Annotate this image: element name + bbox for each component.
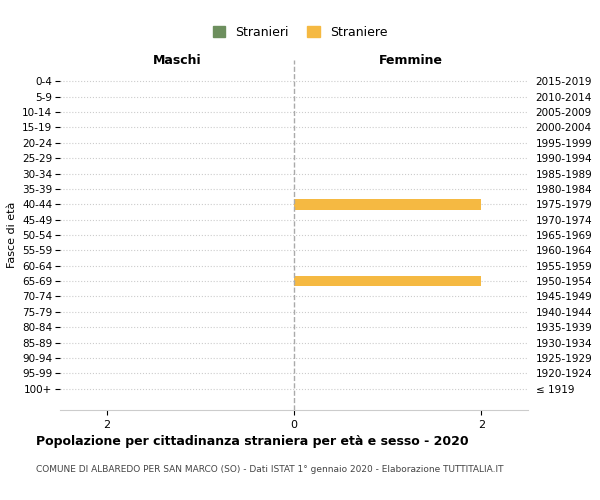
Bar (294, 199, 481, 209)
Y-axis label: Anni di nascita: Anni di nascita (598, 194, 600, 276)
Text: Maschi: Maschi (152, 54, 202, 66)
Text: Popolazione per cittadinanza straniera per età e sesso - 2020: Popolazione per cittadinanza straniera p… (36, 435, 469, 448)
Y-axis label: Fasce di età: Fasce di età (7, 202, 17, 268)
Text: Femmine: Femmine (379, 54, 443, 66)
Legend: Stranieri, Straniere: Stranieri, Straniere (212, 26, 388, 39)
Bar (294, 276, 481, 286)
Text: COMUNE DI ALBAREDO PER SAN MARCO (SO) - Dati ISTAT 1° gennaio 2020 - Elaborazion: COMUNE DI ALBAREDO PER SAN MARCO (SO) - … (36, 465, 503, 474)
